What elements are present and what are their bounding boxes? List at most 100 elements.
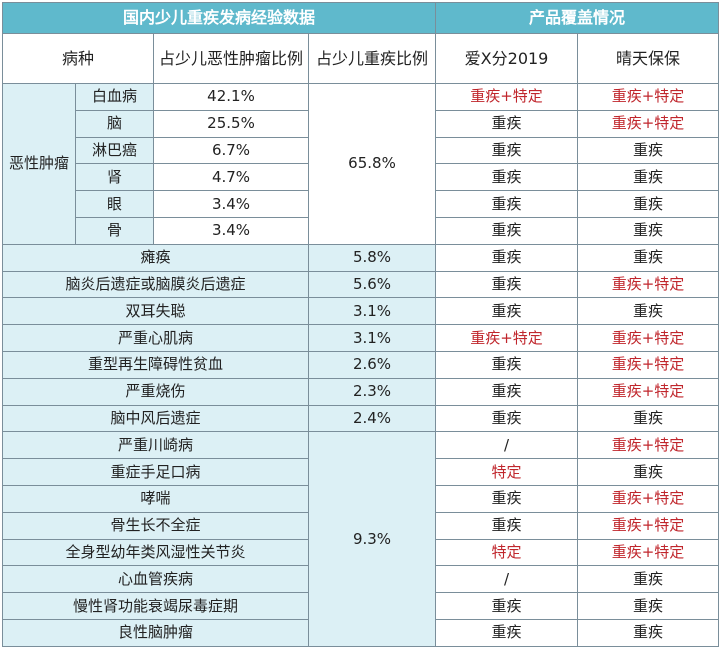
malignant-ratio-cell: 3.4%	[153, 216, 309, 245]
table-row: 严重心肌病 3.1% 重疾+特定 重疾+特定	[2, 324, 720, 352]
product-2-coverage: 重疾	[577, 136, 720, 165]
product-1-coverage: 重疾	[435, 484, 579, 513]
disease-name-cell: 严重烧伤	[2, 377, 309, 406]
table-row: 脑 25.5% 重疾 重疾+特定	[3, 109, 720, 138]
table-row: 双耳失聪 3.1% 重疾 重疾	[2, 297, 720, 326]
product-2-coverage: 重疾+特定	[577, 324, 720, 352]
malignant-ratio-cell: 25.5%	[153, 109, 309, 138]
table-row: 脑中风后遗症 2.4% 重疾 重疾	[2, 404, 720, 433]
column-header-product-1: 爱X分2019	[435, 33, 579, 84]
column-header-product-2: 晴天保保	[577, 33, 720, 84]
table-row: 全身型幼年类风湿性关节炎 特定 重疾+特定	[2, 538, 720, 567]
disease-name-cell: 重症手足口病	[2, 458, 309, 486]
critical-ratio-cell: 3.1%	[307, 324, 437, 352]
disease-name-cell: 脑中风后遗症	[2, 404, 309, 433]
product-2-coverage: 重疾	[577, 163, 720, 192]
product-2-coverage: 重疾+特定	[577, 83, 720, 111]
table-row: 严重川崎病 9.3% / 重疾+特定	[2, 431, 720, 647]
product-1-coverage: /	[435, 565, 579, 594]
subtype-cell: 肾	[75, 163, 154, 192]
product-1-coverage: 重疾	[435, 511, 579, 540]
disease-name-cell: 严重心肌病	[2, 324, 309, 352]
product-1-coverage: 重疾	[435, 243, 579, 272]
table-row: 哮喘 重疾 重疾+特定	[2, 484, 720, 513]
critical-ratio-cell: 2.3%	[307, 377, 437, 406]
disease-name-cell: 心血管疾病	[2, 565, 309, 594]
disease-name-cell: 全身型幼年类风湿性关节炎	[2, 538, 309, 567]
critical-ratio-cell: 5.8%	[307, 243, 437, 272]
critical-ratio-cell: 2.6%	[307, 350, 437, 379]
product-1-coverage: 重疾+特定	[435, 83, 579, 111]
table-row: 心血管疾病 / 重疾	[2, 565, 720, 594]
malignant-ratio-cell: 6.7%	[153, 136, 309, 165]
disease-name-cell: 重型再生障碍性贫血	[2, 350, 309, 379]
product-2-coverage: 重疾	[577, 404, 720, 433]
disease-name-cell: 脑炎后遗症或脑膜炎后遗症	[2, 270, 309, 299]
disease-name-cell: 慢性肾功能衰竭尿毒症期	[2, 592, 309, 620]
subtype-cell: 白血病	[75, 83, 154, 111]
product-2-coverage: 重疾	[577, 618, 720, 647]
table-row: 良性脑肿瘤 重疾 重疾	[2, 618, 720, 647]
table-row: 重症手足口病 特定 重疾	[2, 458, 720, 486]
table-row: 骨生长不全症 重疾 重疾+特定	[2, 511, 720, 540]
product-2-coverage: 重疾+特定	[577, 270, 720, 299]
group-label-malignant: 恶性肿瘤	[2, 83, 76, 245]
subtype-cell: 骨	[75, 216, 154, 245]
table-row: 肾 4.7% 重疾 重疾	[3, 163, 720, 192]
critical-ratio-cell: 3.1%	[307, 297, 437, 326]
product-1-coverage: 特定	[435, 458, 579, 486]
product-2-coverage: 重疾	[577, 592, 720, 620]
product-2-coverage: 重疾+特定	[577, 431, 720, 460]
disease-name-cell: 双耳失聪	[2, 297, 309, 326]
table-body: 恶性肿瘤 白血病 42.1% 65.8% 重疾+特定 重疾+特定脑 25.5% 重疾 重疾+特定…	[2, 83, 720, 647]
product-2-coverage: 重疾	[577, 458, 720, 486]
table-row: 恶性肿瘤 白血病 42.1% 65.8% 重疾+特定 重疾+特定	[2, 83, 720, 245]
product-2-coverage: 重疾	[577, 216, 720, 245]
disease-name-cell: 骨生长不全症	[2, 511, 309, 540]
header-right-title: 产品覆盖情况	[435, 2, 720, 34]
product-1-coverage: 重疾	[435, 404, 579, 433]
subtype-cell: 淋巴癌	[75, 136, 154, 165]
product-1-coverage: /	[435, 431, 579, 460]
table-row: 脑炎后遗症或脑膜炎后遗症 5.6% 重疾 重疾+特定	[2, 270, 720, 299]
product-1-coverage: 重疾	[435, 109, 579, 138]
product-1-coverage: 重疾	[435, 163, 579, 192]
product-1-coverage: 重疾+特定	[435, 324, 579, 352]
header-left-title: 国内少儿重疾发病经验数据	[1, 2, 437, 34]
product-2-coverage: 重疾+特定	[577, 538, 720, 567]
product-1-coverage: 重疾	[435, 592, 579, 620]
product-1-coverage: 重疾	[435, 270, 579, 299]
column-header-malignant-ratio: 占少儿恶性肿瘤比例	[153, 33, 309, 84]
product-1-coverage: 重疾	[435, 297, 579, 326]
product-2-coverage: 重疾+特定	[577, 109, 720, 138]
critical-ratio-cell: 5.6%	[307, 270, 437, 299]
column-header-critical-ratio: 占少儿重疾比例	[307, 33, 437, 84]
subtype-cell: 眼	[75, 190, 154, 218]
product-2-coverage: 重疾	[577, 243, 720, 272]
disease-name-cell: 哮喘	[2, 484, 309, 513]
critical-ratio-cell: 2.4%	[307, 404, 437, 433]
table-row: 淋巴癌 6.7% 重疾 重疾	[3, 136, 720, 165]
product-1-coverage: 重疾	[435, 350, 579, 379]
malignant-ratio-cell: 42.1%	[153, 83, 309, 111]
product-1-coverage: 特定	[435, 538, 579, 567]
malignant-ratio-cell: 4.7%	[153, 163, 309, 192]
product-1-coverage: 重疾	[435, 190, 579, 218]
product-2-coverage: 重疾+特定	[577, 377, 720, 406]
disease-name-cell: 瘫痪	[2, 243, 309, 272]
product-2-coverage: 重疾+特定	[577, 350, 720, 379]
table-row: 眼 3.4% 重疾 重疾	[3, 190, 720, 218]
product-2-coverage: 重疾+特定	[577, 484, 720, 513]
table-row: 骨 3.4% 重疾 重疾	[3, 216, 720, 245]
product-1-coverage: 重疾	[435, 216, 579, 245]
malignant-ratio-cell: 3.4%	[153, 190, 309, 218]
subtype-cell: 脑	[75, 109, 154, 138]
product-2-coverage: 重疾	[577, 565, 720, 594]
product-2-coverage: 重疾	[577, 297, 720, 326]
table-row: 重型再生障碍性贫血 2.6% 重疾 重疾+特定	[2, 350, 720, 379]
product-1-coverage: 重疾	[435, 618, 579, 647]
disease-name-cell: 严重川崎病	[2, 431, 309, 460]
disease-name-cell: 良性脑肿瘤	[2, 618, 309, 647]
table-row: 严重烧伤 2.3% 重疾 重疾+特定	[2, 377, 720, 406]
